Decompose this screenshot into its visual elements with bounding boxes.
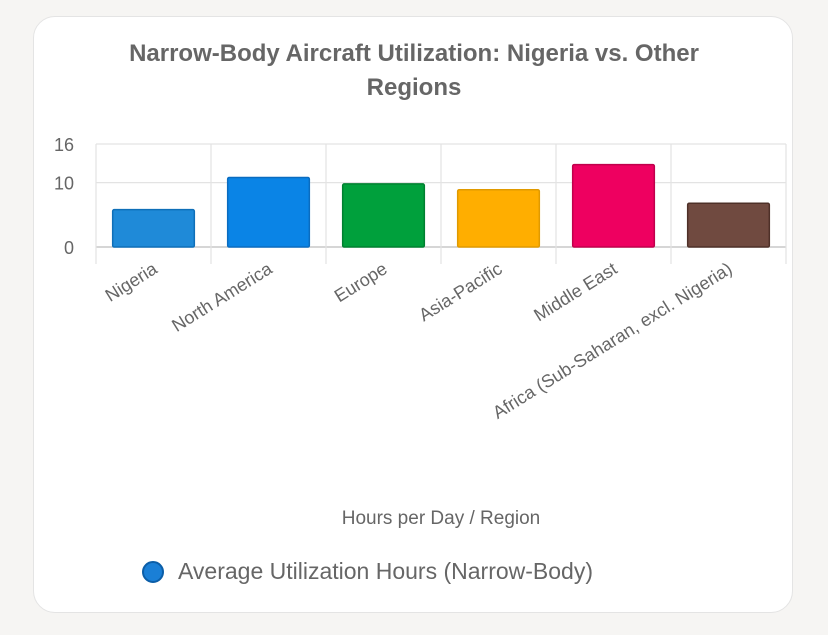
x-tick-label: North America [168,258,276,336]
legend[interactable]: Average Utilization Hours (Narrow-Body) [142,558,593,585]
chart-title-line-2: Regions [366,74,462,101]
chart-title-line-1: Narrow-Body Aircraft Utilization: Nigeri… [129,40,699,67]
x-tick-label: Asia-Pacific [415,258,505,325]
x-tick-label: Nigeria [102,258,162,306]
legend-label: Average Utilization Hours (Narrow-Body) [178,558,593,584]
y-tick-label: 0 [64,238,74,258]
y-tick-labels: 0 10 16 [54,135,74,258]
legend-swatch [142,560,164,583]
x-tick-label: Africa (Sub-Saharan, excl. Nigeria) [489,258,735,422]
x-tick-label: Middle East [530,258,620,325]
bars [111,163,771,248]
bar[interactable] [686,202,771,248]
y-tick-label: 10 [54,174,74,194]
bar[interactable] [111,208,196,248]
x-tick-labels: Nigeria North America Europe Asia-Pacific Mi… [102,258,736,423]
bar[interactable] [341,183,426,248]
x-tick-label: Europe [331,258,391,306]
y-tick-label: 16 [54,135,74,155]
chart-card: Narrow-Body Aircraft Utilization: Nigeri… [33,16,793,613]
chart-title: Narrow-Body Aircraft Utilization: Nigeri… [34,37,794,105]
grid-lines [95,143,787,264]
bar[interactable] [571,163,656,248]
x-axis-title: Hours per Day / Region [342,508,541,529]
bar[interactable] [456,188,541,248]
bar[interactable] [226,176,311,248]
